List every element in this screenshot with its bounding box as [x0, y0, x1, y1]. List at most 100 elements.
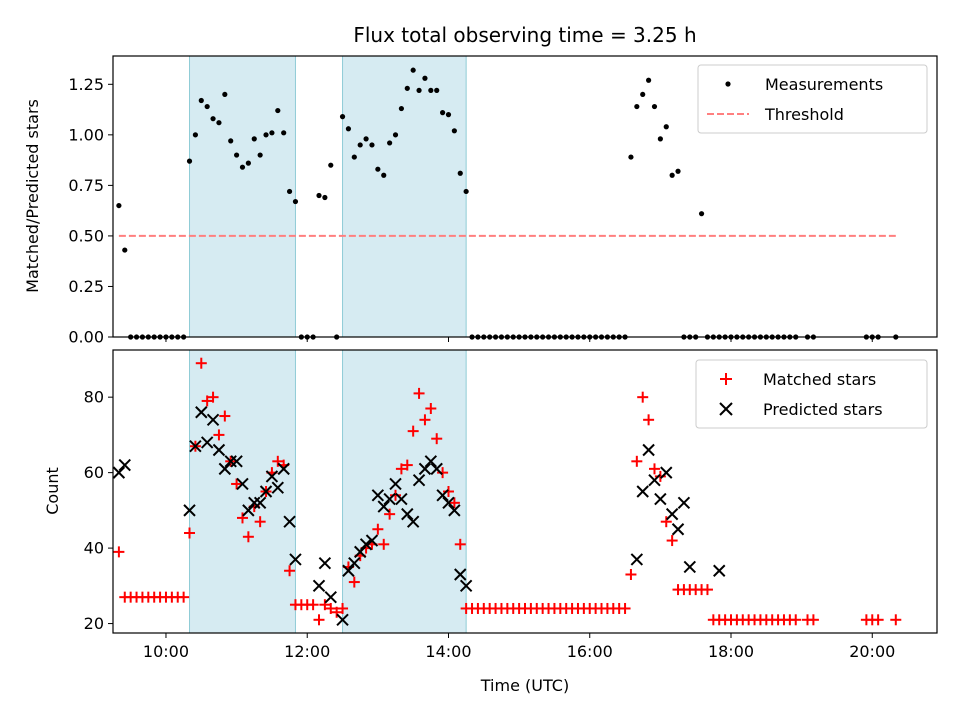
shaded-interval-2 — [342, 55, 467, 338]
predicted-star-point — [383, 492, 396, 506]
x-tick-label: 14:00 — [425, 642, 471, 661]
measurement-point — [375, 166, 381, 172]
matched-star-point — [790, 614, 802, 626]
matched-star-point — [625, 569, 637, 581]
legend-box — [697, 64, 928, 134]
measurement-point — [263, 132, 269, 138]
matched-star-point — [660, 516, 672, 528]
matched-star-point — [395, 463, 407, 475]
measurement-point — [457, 170, 463, 176]
measurement-point — [257, 152, 263, 158]
predicted-star-point — [671, 523, 685, 536]
measurement-point — [440, 110, 446, 116]
measurement-point — [651, 103, 658, 110]
predicted-star-point — [636, 485, 649, 498]
predicted-star-point — [206, 413, 220, 427]
measurement-point — [322, 194, 328, 201]
matched-star-point — [325, 602, 337, 614]
plot-area — [112, 357, 902, 627]
predicted-star-point — [648, 473, 661, 487]
predicted-star-point — [642, 443, 655, 457]
measurement-point — [428, 87, 434, 93]
predicted-star-point — [183, 504, 196, 517]
shaded-interval-1 — [189, 349, 296, 634]
matched-star-point — [254, 516, 266, 528]
matched-star-point — [419, 414, 431, 426]
predicted-star-point — [112, 466, 126, 479]
matched-star-point — [890, 614, 902, 626]
measurement-point — [451, 128, 457, 134]
predicted-star-point — [660, 466, 673, 479]
legend-box — [695, 359, 928, 429]
predicted-star-point — [677, 496, 691, 510]
predicted-star-point — [389, 477, 402, 491]
x-axis-label: Time (UTC) — [480, 676, 569, 695]
predicted-star-point — [189, 440, 202, 453]
predicted-star-point — [253, 496, 267, 510]
measurement-point — [351, 154, 357, 160]
matched-star-point — [437, 467, 449, 479]
measurement-point — [275, 107, 281, 114]
predicted-star-point — [218, 462, 232, 476]
y-tick-label: 40 — [84, 539, 104, 558]
matched-star-point — [384, 508, 396, 520]
matched-star-point — [637, 391, 649, 403]
legend-label-matched-stars: Matched stars — [763, 370, 876, 389]
predicted-star-point — [271, 481, 285, 494]
matched-star-point — [654, 470, 666, 482]
y-tick-label: 1.00 — [68, 125, 104, 144]
predicted-star-point — [324, 590, 337, 604]
measurement-point — [628, 154, 634, 160]
measurement-point — [192, 132, 198, 138]
predicted-star-point — [200, 436, 214, 449]
measurement-point — [646, 77, 652, 83]
measurement-point — [204, 103, 210, 110]
predicted-star-point — [353, 545, 367, 559]
measurement-point — [328, 162, 334, 168]
matched-star-point — [195, 357, 207, 369]
y-axis-ticks: 0.00 0.25 0.50 0.75 1.00 1.25 — [68, 75, 113, 347]
measurement-point — [392, 132, 399, 138]
measurement-point — [245, 160, 251, 166]
measurement-point — [422, 75, 428, 81]
predicted-star-point — [365, 534, 379, 547]
x-tick-label: 16:00 — [567, 642, 613, 661]
matched-star-point — [219, 410, 231, 422]
measurement-point — [434, 87, 440, 93]
y-tick-label: 20 — [84, 614, 104, 633]
measurement-point — [445, 112, 452, 118]
measurement-point — [116, 202, 122, 209]
measurement-point — [669, 172, 675, 178]
matched-star-point — [178, 591, 190, 603]
measurement-point — [251, 136, 257, 142]
matched-star-point — [337, 602, 349, 614]
axes-frame — [112, 55, 938, 338]
legend: Measurements Threshold — [697, 64, 928, 134]
measurement-point — [698, 211, 705, 217]
x-axis-ticks — [165, 337, 873, 342]
measurement-point — [222, 91, 228, 98]
matched-star-point — [442, 486, 454, 497]
predicted-star-point — [377, 500, 390, 513]
legend-marker-matched-stars — [720, 373, 732, 385]
predicted-star-point — [248, 496, 261, 510]
measurement-point — [216, 120, 222, 126]
matched-star-point — [454, 538, 466, 550]
measurement-point — [363, 136, 369, 142]
measurement-point — [292, 198, 299, 205]
y-tick-label: 0.50 — [68, 226, 104, 245]
measurement-point — [339, 114, 346, 120]
measurement-point — [234, 152, 240, 158]
panel-flux-ratio: Flux total observing time = 3.25 h 0.000… — [23, 23, 938, 347]
predicted-star-point — [418, 462, 432, 476]
measurement-point — [281, 130, 287, 136]
predicted-star-point — [713, 564, 726, 577]
predicted-star-point — [212, 443, 226, 457]
predicted-star-point — [406, 515, 420, 528]
matched-star-point — [401, 459, 413, 471]
matched-star-point — [372, 523, 384, 535]
matched-star-point — [236, 512, 248, 524]
predicted-star-point — [665, 507, 679, 521]
